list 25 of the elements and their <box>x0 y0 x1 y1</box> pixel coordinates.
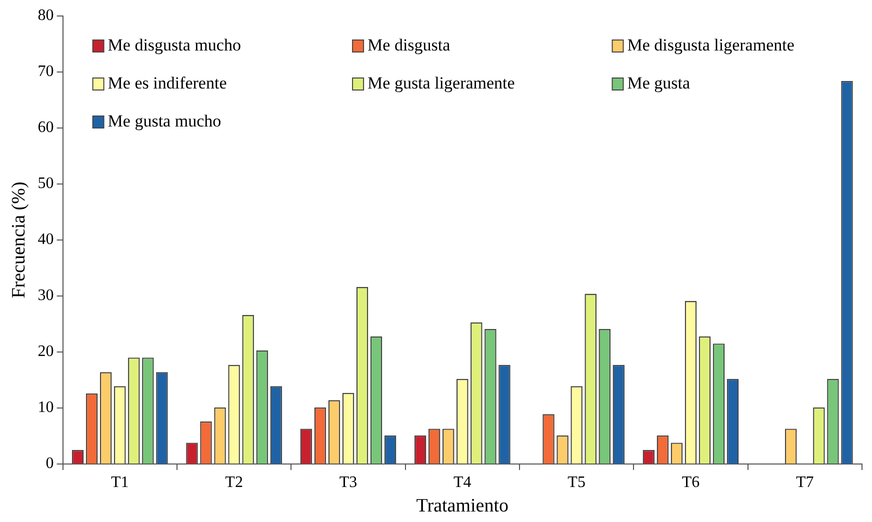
x-tick-label: T2 <box>225 474 243 491</box>
x-tick-label: T4 <box>454 474 472 491</box>
x-axis-title: Tratamiento <box>416 496 508 517</box>
legend-label: Me es indiferente <box>108 73 227 92</box>
x-tick-label: T3 <box>339 474 358 491</box>
legend-label: Me gusta <box>627 73 691 92</box>
y-tick-label: 50 <box>38 175 54 192</box>
y-tick-label: 70 <box>38 63 54 80</box>
legend-label: Me disgusta mucho <box>108 35 241 54</box>
x-tick-label: T1 <box>110 474 129 491</box>
y-tick-label: 0 <box>46 455 54 472</box>
x-tick-label: T6 <box>682 474 700 491</box>
y-tick-label: 60 <box>38 119 54 136</box>
legend-label: Me disgusta ligeramente <box>627 35 794 54</box>
legend-label: Me gusta ligeramente <box>368 73 515 92</box>
y-tick-label: 20 <box>38 343 54 360</box>
y-tick-label: 40 <box>38 231 54 248</box>
legend-label: Me disgusta <box>368 35 451 54</box>
y-tick-label: 10 <box>38 399 54 416</box>
y-tick-label: 80 <box>38 7 54 24</box>
x-tick-label: T5 <box>568 474 586 491</box>
y-tick-label: 30 <box>38 287 54 304</box>
y-axis-title: Frecuencia (%) <box>8 182 30 298</box>
legend-label: Me gusta mucho <box>108 111 222 130</box>
x-tick-label: T7 <box>796 474 814 491</box>
